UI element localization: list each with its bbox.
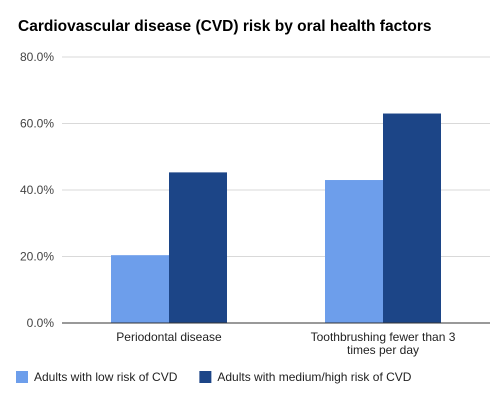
bars (111, 113, 441, 324)
y-tick-label: 0.0% (27, 316, 55, 330)
legend-swatch (199, 371, 212, 383)
legend: Adults with low risk of CVD Adults with m… (16, 370, 412, 384)
y-tick-label: 20.0% (20, 250, 54, 264)
legend-swatch (16, 371, 28, 383)
y-tick-label: 80.0% (20, 50, 54, 64)
bar-medium-high-risk (169, 172, 227, 323)
chart-title: Cardiovascular disease (CVD) risk by ora… (18, 18, 432, 35)
x-category-label: Toothbrushing fewer than 3 (311, 330, 456, 344)
y-tick-label: 60.0% (20, 117, 54, 131)
x-category-label: times per day (347, 343, 419, 357)
bar-low-risk (325, 180, 383, 323)
x-axis-category-labels: Periodontal disease Toothbrushing fewer t… (116, 330, 455, 357)
legend-label: Adults with medium/high risk of CVD (217, 370, 411, 384)
legend-label: Adults with low risk of CVD (34, 370, 178, 384)
bar-medium-high-risk (383, 113, 441, 324)
x-category-label: Periodontal disease (116, 330, 222, 344)
y-tick-label: 40.0% (20, 183, 54, 197)
y-axis-tick-labels: 0.0% 20.0% 40.0% 60.0% 80.0% (20, 50, 54, 330)
bar-low-risk (111, 255, 169, 323)
